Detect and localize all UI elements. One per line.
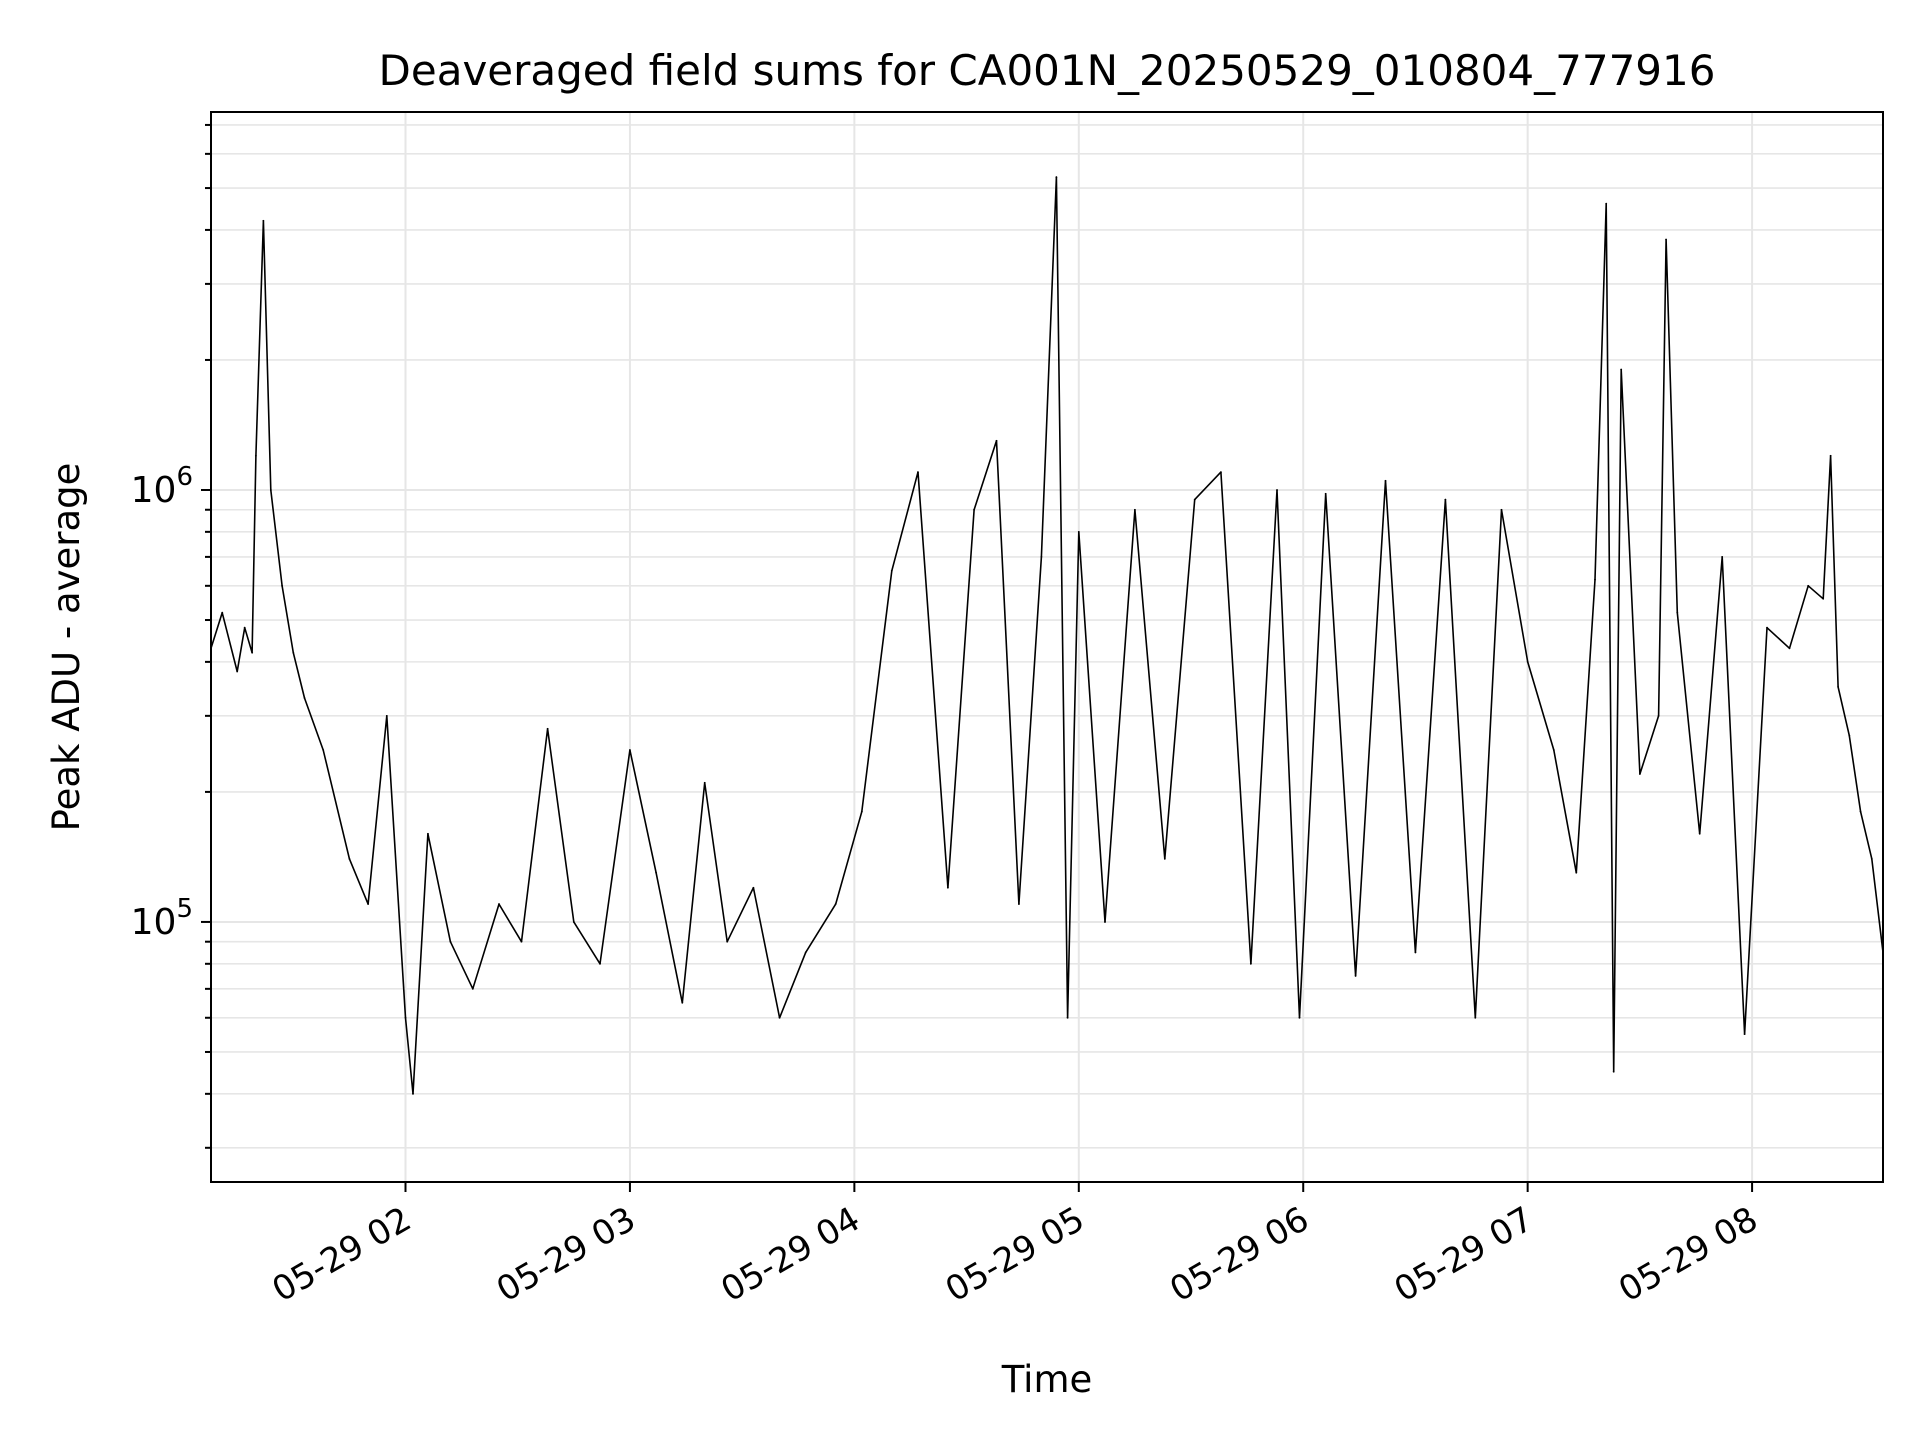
y-tick-exponent: 5	[176, 894, 193, 924]
data-point	[1104, 921, 1106, 923]
data-point	[655, 871, 658, 874]
data-point	[1829, 454, 1832, 457]
data-point	[1859, 810, 1862, 813]
data-point	[1788, 647, 1791, 650]
data-point	[572, 921, 575, 923]
data-point	[681, 1001, 684, 1004]
data-point	[1193, 498, 1196, 501]
data-point	[599, 962, 601, 965]
data-point	[1837, 686, 1840, 688]
data-point	[471, 987, 474, 990]
data-point	[804, 951, 807, 954]
data-point	[303, 697, 306, 699]
data-point	[262, 219, 265, 222]
data-point	[520, 940, 523, 943]
data-point	[917, 471, 919, 474]
data-point	[1134, 508, 1136, 511]
data-point	[1414, 951, 1417, 954]
data-point	[1848, 734, 1851, 737]
data-point	[498, 903, 500, 905]
data-point	[1575, 871, 1578, 874]
data-point	[1040, 555, 1043, 558]
data-point	[1526, 660, 1529, 663]
data-point	[221, 611, 224, 614]
data-point	[726, 940, 729, 943]
data-point	[1766, 626, 1768, 629]
data-point	[1444, 498, 1447, 501]
data-point	[243, 626, 246, 629]
data-point	[1721, 555, 1724, 558]
data-point	[1657, 714, 1660, 717]
data-point	[292, 651, 295, 654]
data-point	[778, 1016, 781, 1019]
data-point	[281, 584, 283, 587]
data-point	[995, 439, 998, 442]
data-point	[1552, 749, 1555, 751]
data-point	[1822, 597, 1825, 600]
data-point	[1077, 530, 1080, 533]
data-point	[254, 454, 257, 457]
data-point	[1474, 1016, 1477, 1019]
data-point	[1066, 1016, 1069, 1019]
data-point	[703, 781, 706, 784]
series-line-0	[210, 176, 1884, 1095]
data-point	[385, 714, 388, 717]
data-point	[860, 810, 863, 813]
data-point	[1500, 508, 1503, 511]
data-point	[1676, 611, 1679, 614]
data-point	[973, 508, 975, 511]
data-point	[1249, 962, 1252, 965]
data-point	[1612, 1070, 1615, 1073]
data-point	[890, 569, 893, 572]
data-point	[1384, 479, 1387, 482]
data-point	[251, 651, 254, 654]
data-point	[1605, 202, 1608, 205]
y-tick-base: 10	[131, 902, 177, 943]
data-point	[236, 670, 239, 673]
data-point	[449, 940, 452, 943]
data-point	[752, 886, 755, 889]
data-point	[427, 832, 429, 835]
data-point	[367, 903, 370, 905]
plot-frame	[210, 111, 1884, 1183]
y-tick-label: 106	[131, 462, 193, 511]
x-axis-label: Time	[1001, 1358, 1093, 1401]
y-tick-label: 105	[131, 894, 193, 943]
data-point	[1324, 492, 1327, 495]
data-point	[1018, 903, 1020, 905]
chart-title: Deaveraged field sums for CA001N_2025052…	[379, 46, 1716, 95]
data-point	[1354, 975, 1357, 977]
data-point	[348, 857, 351, 860]
data-point	[1698, 832, 1701, 835]
data-point	[404, 1016, 407, 1019]
data-point	[1276, 489, 1278, 491]
data-point	[322, 749, 325, 751]
data-point	[269, 489, 272, 491]
data-point	[1638, 773, 1641, 775]
data-point	[1298, 1016, 1301, 1019]
data-point	[1220, 471, 1222, 474]
data-point	[1807, 584, 1810, 587]
data-point	[1743, 1033, 1746, 1035]
y-tick-base: 10	[131, 470, 177, 511]
data-point	[1594, 578, 1596, 581]
data-point	[1870, 857, 1873, 860]
data-point	[1055, 176, 1058, 179]
data-point	[546, 727, 549, 730]
data-point	[946, 886, 949, 889]
data-point	[412, 1092, 414, 1095]
data-point	[1163, 857, 1166, 860]
data-point	[629, 749, 631, 751]
y-axis-label: Peak ADU - average	[45, 463, 88, 832]
data-point	[1665, 238, 1667, 241]
grid	[211, 112, 1883, 1182]
data-point	[1620, 368, 1623, 371]
data-line-layer	[210, 176, 1884, 1095]
data-point	[834, 903, 837, 905]
y-tick-exponent: 6	[176, 462, 193, 492]
